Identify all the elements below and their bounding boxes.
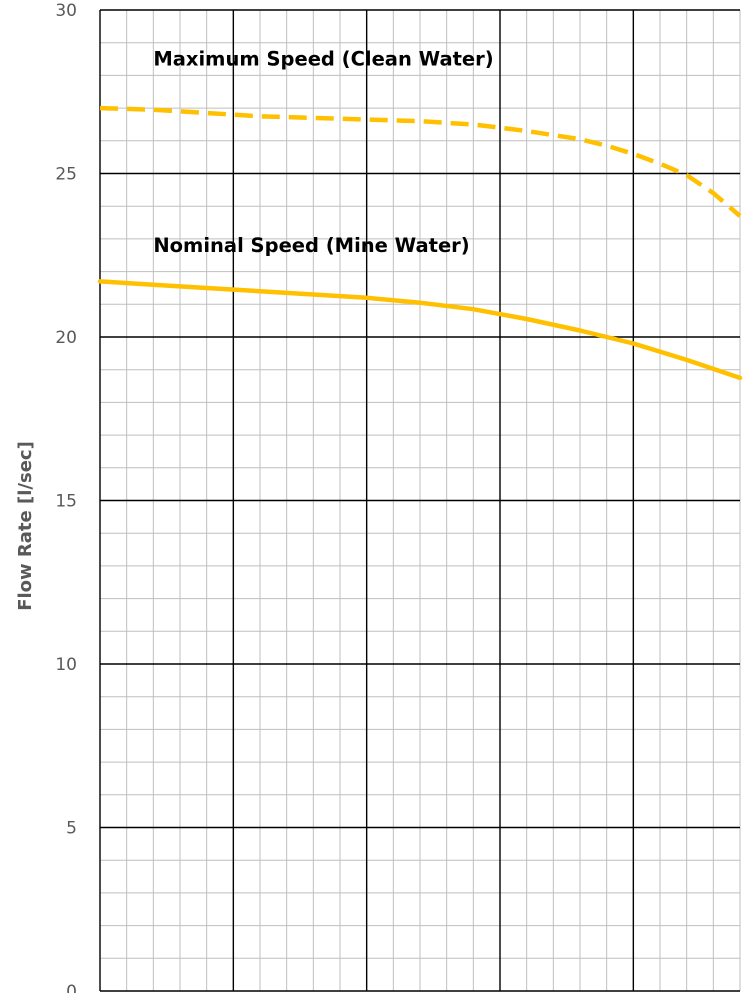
y-axis-tick-labels: 0 5 10 15 20 25 30 xyxy=(55,1,77,993)
series-annotation-label: Maximum Speed (Clean Water) xyxy=(153,48,493,71)
y-tick-label: 15 xyxy=(55,492,77,512)
y-tick-label: 5 xyxy=(66,819,77,839)
y-tick-label: 20 xyxy=(55,328,77,348)
y-tick-label: 10 xyxy=(55,655,77,675)
y-tick-label: 30 xyxy=(55,1,77,21)
y-tick-label: 0 xyxy=(66,982,77,993)
series-annotations: Maximum Speed (Clean Water) Nominal Speed… xyxy=(153,48,493,257)
series-annotation-label: Nominal Speed (Mine Water) xyxy=(153,234,469,257)
y-tick-label: 25 xyxy=(55,165,77,185)
y-axis-title: Flow Rate [l/sec] xyxy=(15,441,36,611)
